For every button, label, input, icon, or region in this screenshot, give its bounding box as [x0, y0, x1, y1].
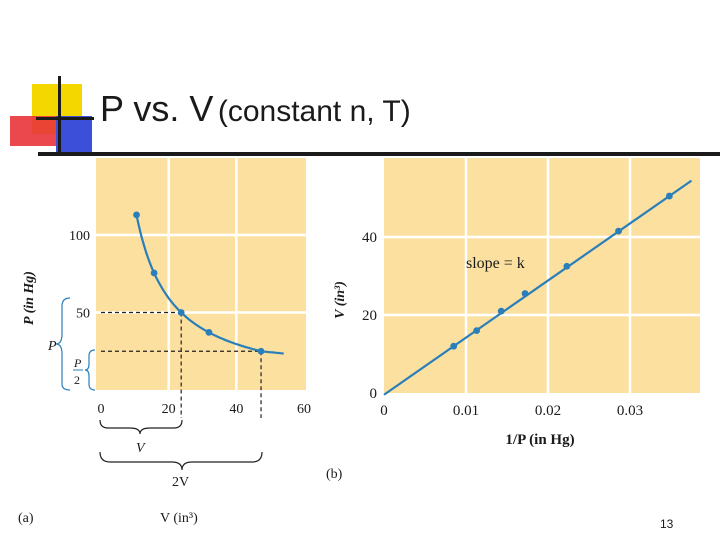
chart-b-ytick-label: 0 [370, 386, 378, 402]
chart-b-xtick-label: 0.03 [617, 403, 643, 419]
label-p-half-num: P [73, 356, 82, 370]
chart-b-ylabel: V (in³) [333, 281, 348, 319]
slide-title: P vs. V (constant n, T) [100, 88, 411, 130]
chart-b-tick-labels: 0 0.01 0.02 0.03 0 20 40 [362, 230, 643, 419]
chart-a-points [133, 211, 265, 355]
chart-a-xtick-label: 40 [229, 402, 243, 417]
chart-b-points [450, 192, 673, 350]
chart-a-point [133, 211, 140, 219]
chart-a-point [177, 309, 185, 316]
label-p-half-den: 2 [74, 373, 80, 387]
chart-b-ytick-label: 40 [362, 230, 377, 246]
chart-b-plot-area [384, 158, 700, 393]
chart-a-ytick-label: 100 [69, 229, 90, 244]
label-v: V [136, 441, 146, 456]
brace-p-half [84, 349, 96, 391]
chart-b-point [665, 192, 673, 200]
chart-a-xtick-label: 60 [297, 402, 311, 417]
chart-a-point [150, 269, 158, 277]
chart-b-xtick-label: 0 [380, 403, 388, 419]
chart-b-point [450, 342, 458, 350]
chart-b-series-line [383, 179, 693, 396]
label-p: P [47, 339, 57, 354]
chart-a-guides [101, 311, 262, 418]
deco-horizontal-line [36, 117, 94, 120]
chart-b-point [615, 227, 622, 235]
chart-b-grid [384, 158, 700, 393]
chart-a-ylabel: P (in Hg) [22, 271, 37, 325]
chart-a-point [205, 328, 213, 336]
chart-a-xlabel: V (in³) [160, 511, 198, 526]
title-main: P vs. V [100, 88, 214, 129]
brace-2v [99, 451, 263, 471]
chart-b-point [473, 327, 481, 334]
chart-a-xtick-label: 0 [98, 402, 105, 417]
deco-red-square [10, 116, 56, 146]
label-2v: 2V [172, 475, 189, 490]
chart-a-tick-labels: 0 20 40 60 50 100 [69, 229, 311, 417]
chart-b-point [497, 307, 505, 315]
brace-p [55, 297, 71, 391]
brace-v [99, 419, 183, 435]
chart-b-panel-label: (b) [326, 467, 343, 482]
chart-b-xlabel: 1/P (in Hg) [505, 432, 574, 448]
chart-b-ytick-label: 20 [362, 308, 377, 324]
chart-b-point [563, 262, 571, 270]
chart-b-point [521, 290, 529, 297]
chart-a-ytick-label: 50 [76, 307, 90, 322]
deco-vertical-line [58, 76, 61, 154]
chart-a-xtick-label: 20 [162, 402, 176, 417]
chart-a-point [257, 347, 265, 355]
chart-b-xtick-label: 0.01 [453, 403, 479, 419]
title-parenthetical: (constant n, T) [217, 95, 411, 128]
chart-a-panel-label: (a) [18, 511, 34, 526]
chart-b-xtick-label: 0.02 [535, 403, 561, 419]
deco-blue-square [56, 116, 92, 152]
page-number: 13 [660, 517, 674, 531]
chart-b-annotation: slope = k [466, 255, 525, 272]
title-rule [38, 152, 720, 156]
chart-a: 0 20 40 60 50 100 P (in Hg) P P 2 V 2V (a) V … [18, 158, 311, 526]
chart-a-plot-area [96, 158, 306, 390]
chart-b: 0 0.01 0.02 0.03 0 20 40 slope = k V (in³) 1/P… [326, 158, 700, 482]
